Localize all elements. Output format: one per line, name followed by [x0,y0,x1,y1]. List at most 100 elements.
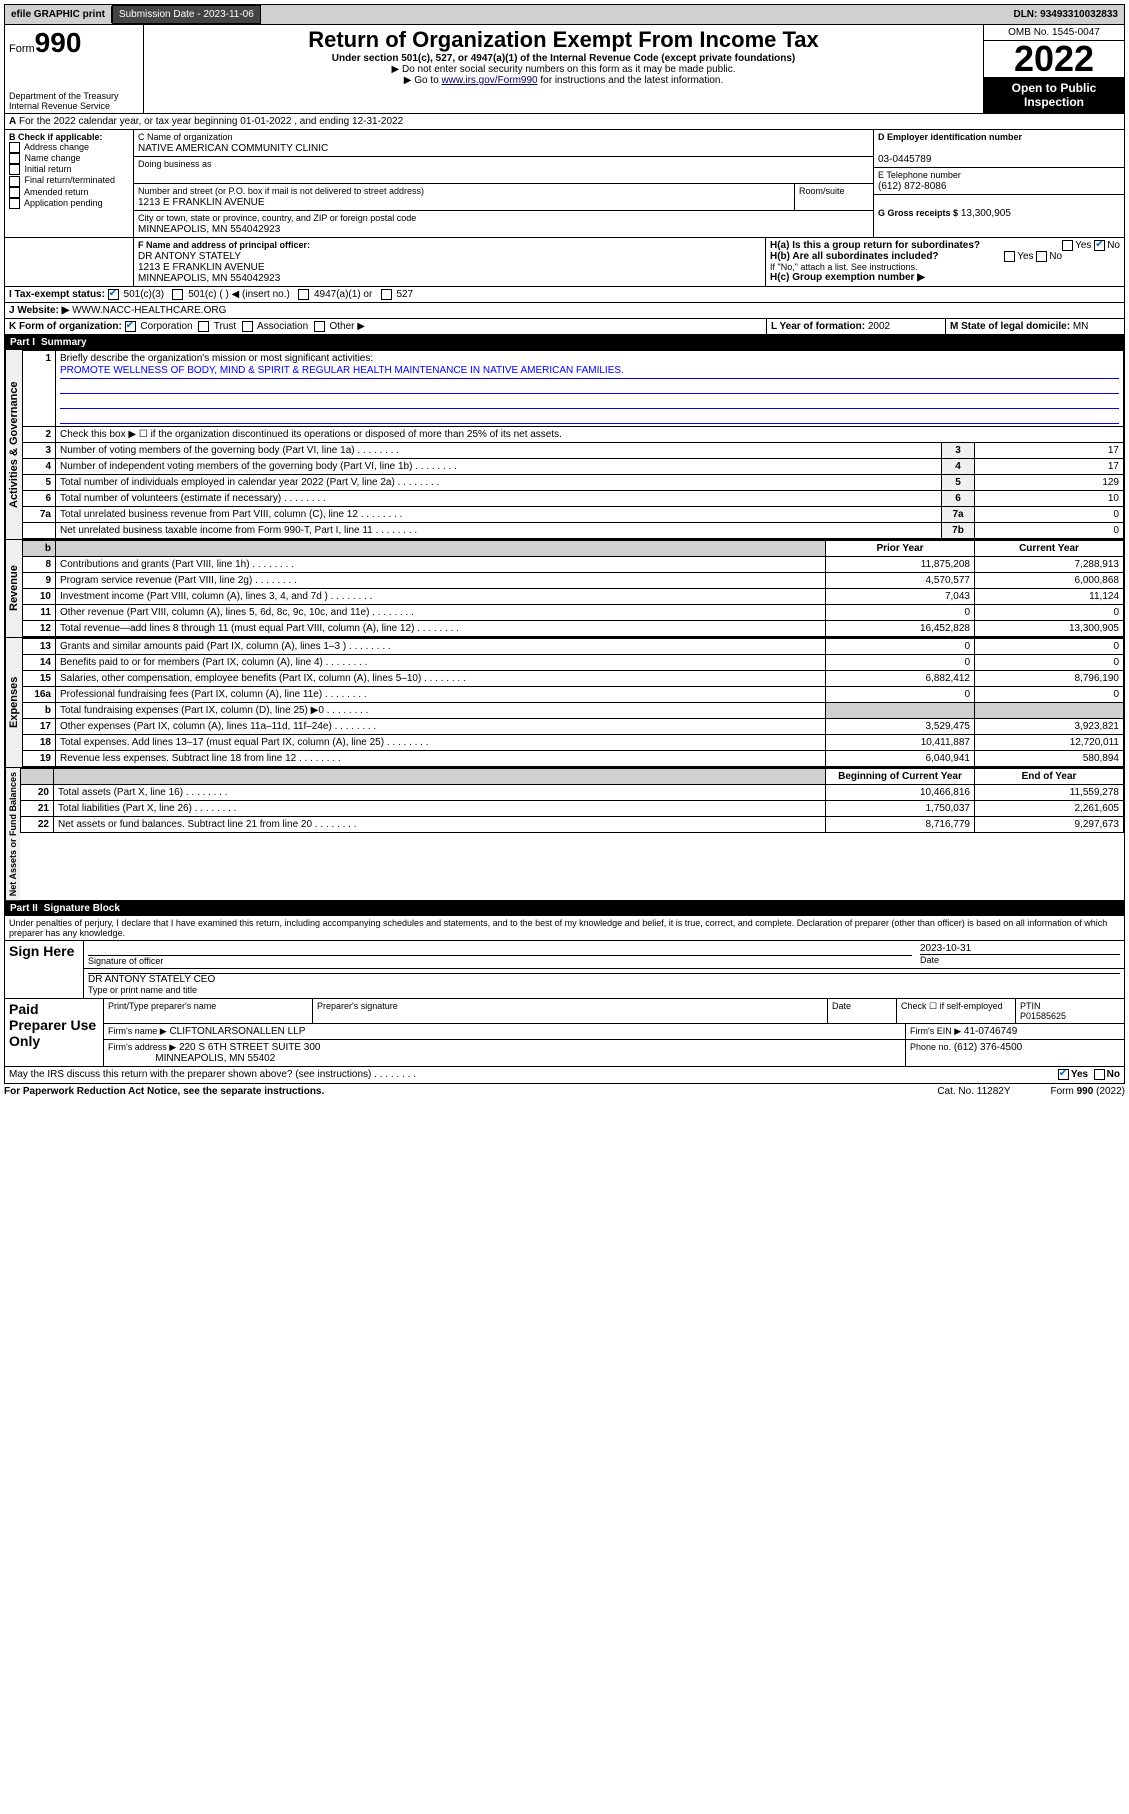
line-number: 7a [23,507,56,523]
l-label: L Year of formation: [771,321,865,332]
line-prior: 0 [826,639,975,655]
line-current: 580,894 [975,751,1124,767]
line2-text: Check this box ▶ ☐ if the organization d… [56,427,1124,443]
line-prior: 6,040,941 [826,751,975,767]
submission-date-button[interactable]: Submission Date - 2023-11-06 [112,5,261,24]
501c-checkbox[interactable] [172,289,183,300]
name-change-checkbox[interactable] [9,153,20,164]
trust-checkbox[interactable] [198,321,209,332]
gross-receipts: 13,300,905 [961,208,1011,219]
initial-return-checkbox[interactable] [9,164,20,175]
discuss-text: May the IRS discuss this return with the… [9,1069,371,1080]
declaration-text: Under penalties of perjury, I declare th… [5,916,1124,940]
expenses-section: Expenses 13 Grants and similar amounts p… [4,638,1125,768]
firm-phone: (612) 376-4500 [954,1042,1022,1053]
discuss-yes-checkbox[interactable] [1058,1069,1069,1080]
hb-no-checkbox[interactable] [1036,251,1047,262]
website-row: J Website: ▶ WWW.NACC-HEALTHCARE.ORG [4,303,1125,319]
tax-year: 2022 [984,41,1124,77]
line-number: 21 [21,801,54,817]
dln-label: DLN: 93493310032833 [1007,6,1124,23]
line-current: 0 [975,655,1124,671]
prep-date-label: Date [828,999,897,1023]
firm-name-label: Firm's name ▶ [108,1026,167,1036]
other-checkbox[interactable] [314,321,325,332]
line-number: b [23,703,56,719]
line-current: 0 [975,605,1124,621]
line-number: 22 [21,817,54,833]
line-text: Total liabilities (Part X, line 26) [54,801,826,817]
website-value: WWW.NACC-HEALTHCARE.ORG [72,305,226,316]
ha-yes-checkbox[interactable] [1062,240,1073,251]
form-number: Form990 [9,27,139,59]
line-text: Other expenses (Part IX, column (A), lin… [56,719,826,735]
line-text: Total expenses. Add lines 13–17 (must eq… [56,735,826,751]
expenses-label: Expenses [5,638,22,767]
hc-label: H(c) Group exemption number ▶ [770,272,925,283]
end-year-header: End of Year [975,769,1124,785]
line-box: 6 [942,491,975,507]
dept-label: Department of the Treasury [9,91,139,101]
hb-yes-checkbox[interactable] [1004,251,1015,262]
form-title: Return of Organization Exempt From Incom… [148,27,979,53]
room-label: Room/suite [795,184,873,210]
final-return-checkbox[interactable] [9,176,20,187]
corp-checkbox[interactable] [125,321,136,332]
line-number: 8 [23,557,56,573]
line-number [23,523,56,539]
firm-addr-label: Firm's address ▶ [108,1042,176,1052]
firm-phone-label: Phone no. [910,1042,951,1052]
line-prior: 0 [826,605,975,621]
domicile-state: MN [1073,321,1089,332]
footer-row: For Paperwork Reduction Act Notice, see … [4,1084,1125,1099]
tax-year-range: A For the 2022 calendar year, or tax yea… [5,114,1124,129]
line-prior: 4,570,577 [826,573,975,589]
officer-street: 1213 E FRANKLIN AVENUE [138,262,265,273]
ha-no-checkbox[interactable] [1094,240,1105,251]
revenue-label: Revenue [5,540,22,637]
g-label: G Gross receipts $ [878,208,958,218]
addr-label: Number and street (or P.O. box if mail i… [138,186,424,196]
app-pending-checkbox[interactable] [9,198,20,209]
line-text: Total revenue—add lines 8 through 11 (mu… [56,621,826,637]
line-box: 7a [942,507,975,523]
irs-link[interactable]: www.irs.gov/Form990 [441,75,537,86]
assoc-checkbox[interactable] [242,321,253,332]
line-number: 4 [23,459,56,475]
sig-date: 2023-10-31 [920,943,1120,954]
irs-label: Internal Revenue Service [9,101,139,111]
527-checkbox[interactable] [381,289,392,300]
firm-ein-label: Firm's EIN ▶ [910,1026,961,1036]
officer-block: F Name and address of principal officer:… [4,238,1125,287]
addr-change-checkbox[interactable] [9,142,20,153]
netassets-label: Net Assets or Fund Balances [5,768,20,900]
line-current: 11,124 [975,589,1124,605]
efile-label: efile GRAPHIC print [5,6,112,23]
part1-header: Part I Summary [4,335,1125,350]
line-box: 5 [942,475,975,491]
line-current: 11,559,278 [975,785,1124,801]
dba-label: Doing business as [138,159,212,169]
line-prior: 10,411,887 [826,735,975,751]
amended-checkbox[interactable] [9,187,20,198]
ha-label: H(a) Is this a group return for subordin… [770,240,980,251]
line-value: 129 [975,475,1124,491]
501c3-checkbox[interactable] [108,289,119,300]
line-a: A For the 2022 calendar year, or tax yea… [4,114,1125,130]
line-value: 0 [975,523,1124,539]
line-prior: 0 [826,687,975,703]
form-header: Form990 Department of the Treasury Inter… [4,25,1125,114]
firm-addr2: MINNEAPOLIS, MN 55402 [155,1053,275,1064]
line-current: 8,796,190 [975,671,1124,687]
netassets-section: Net Assets or Fund Balances Beginning of… [4,768,1125,901]
line-prior: 7,043 [826,589,975,605]
discuss-no-checkbox[interactable] [1094,1069,1105,1080]
revenue-section: Revenue b Prior Year Current Year 8 Cont… [4,540,1125,638]
line-current: 0 [975,687,1124,703]
mission-text: PROMOTE WELLNESS OF BODY, MIND & SPIRIT … [60,364,1119,379]
self-employed-check[interactable]: Check ☐ if self-employed [897,999,1016,1023]
officer-city: MINNEAPOLIS, MN 554042923 [138,273,280,284]
inspection-label: Open to Public Inspection [984,77,1124,113]
line-number: 18 [23,735,56,751]
4947-checkbox[interactable] [298,289,309,300]
